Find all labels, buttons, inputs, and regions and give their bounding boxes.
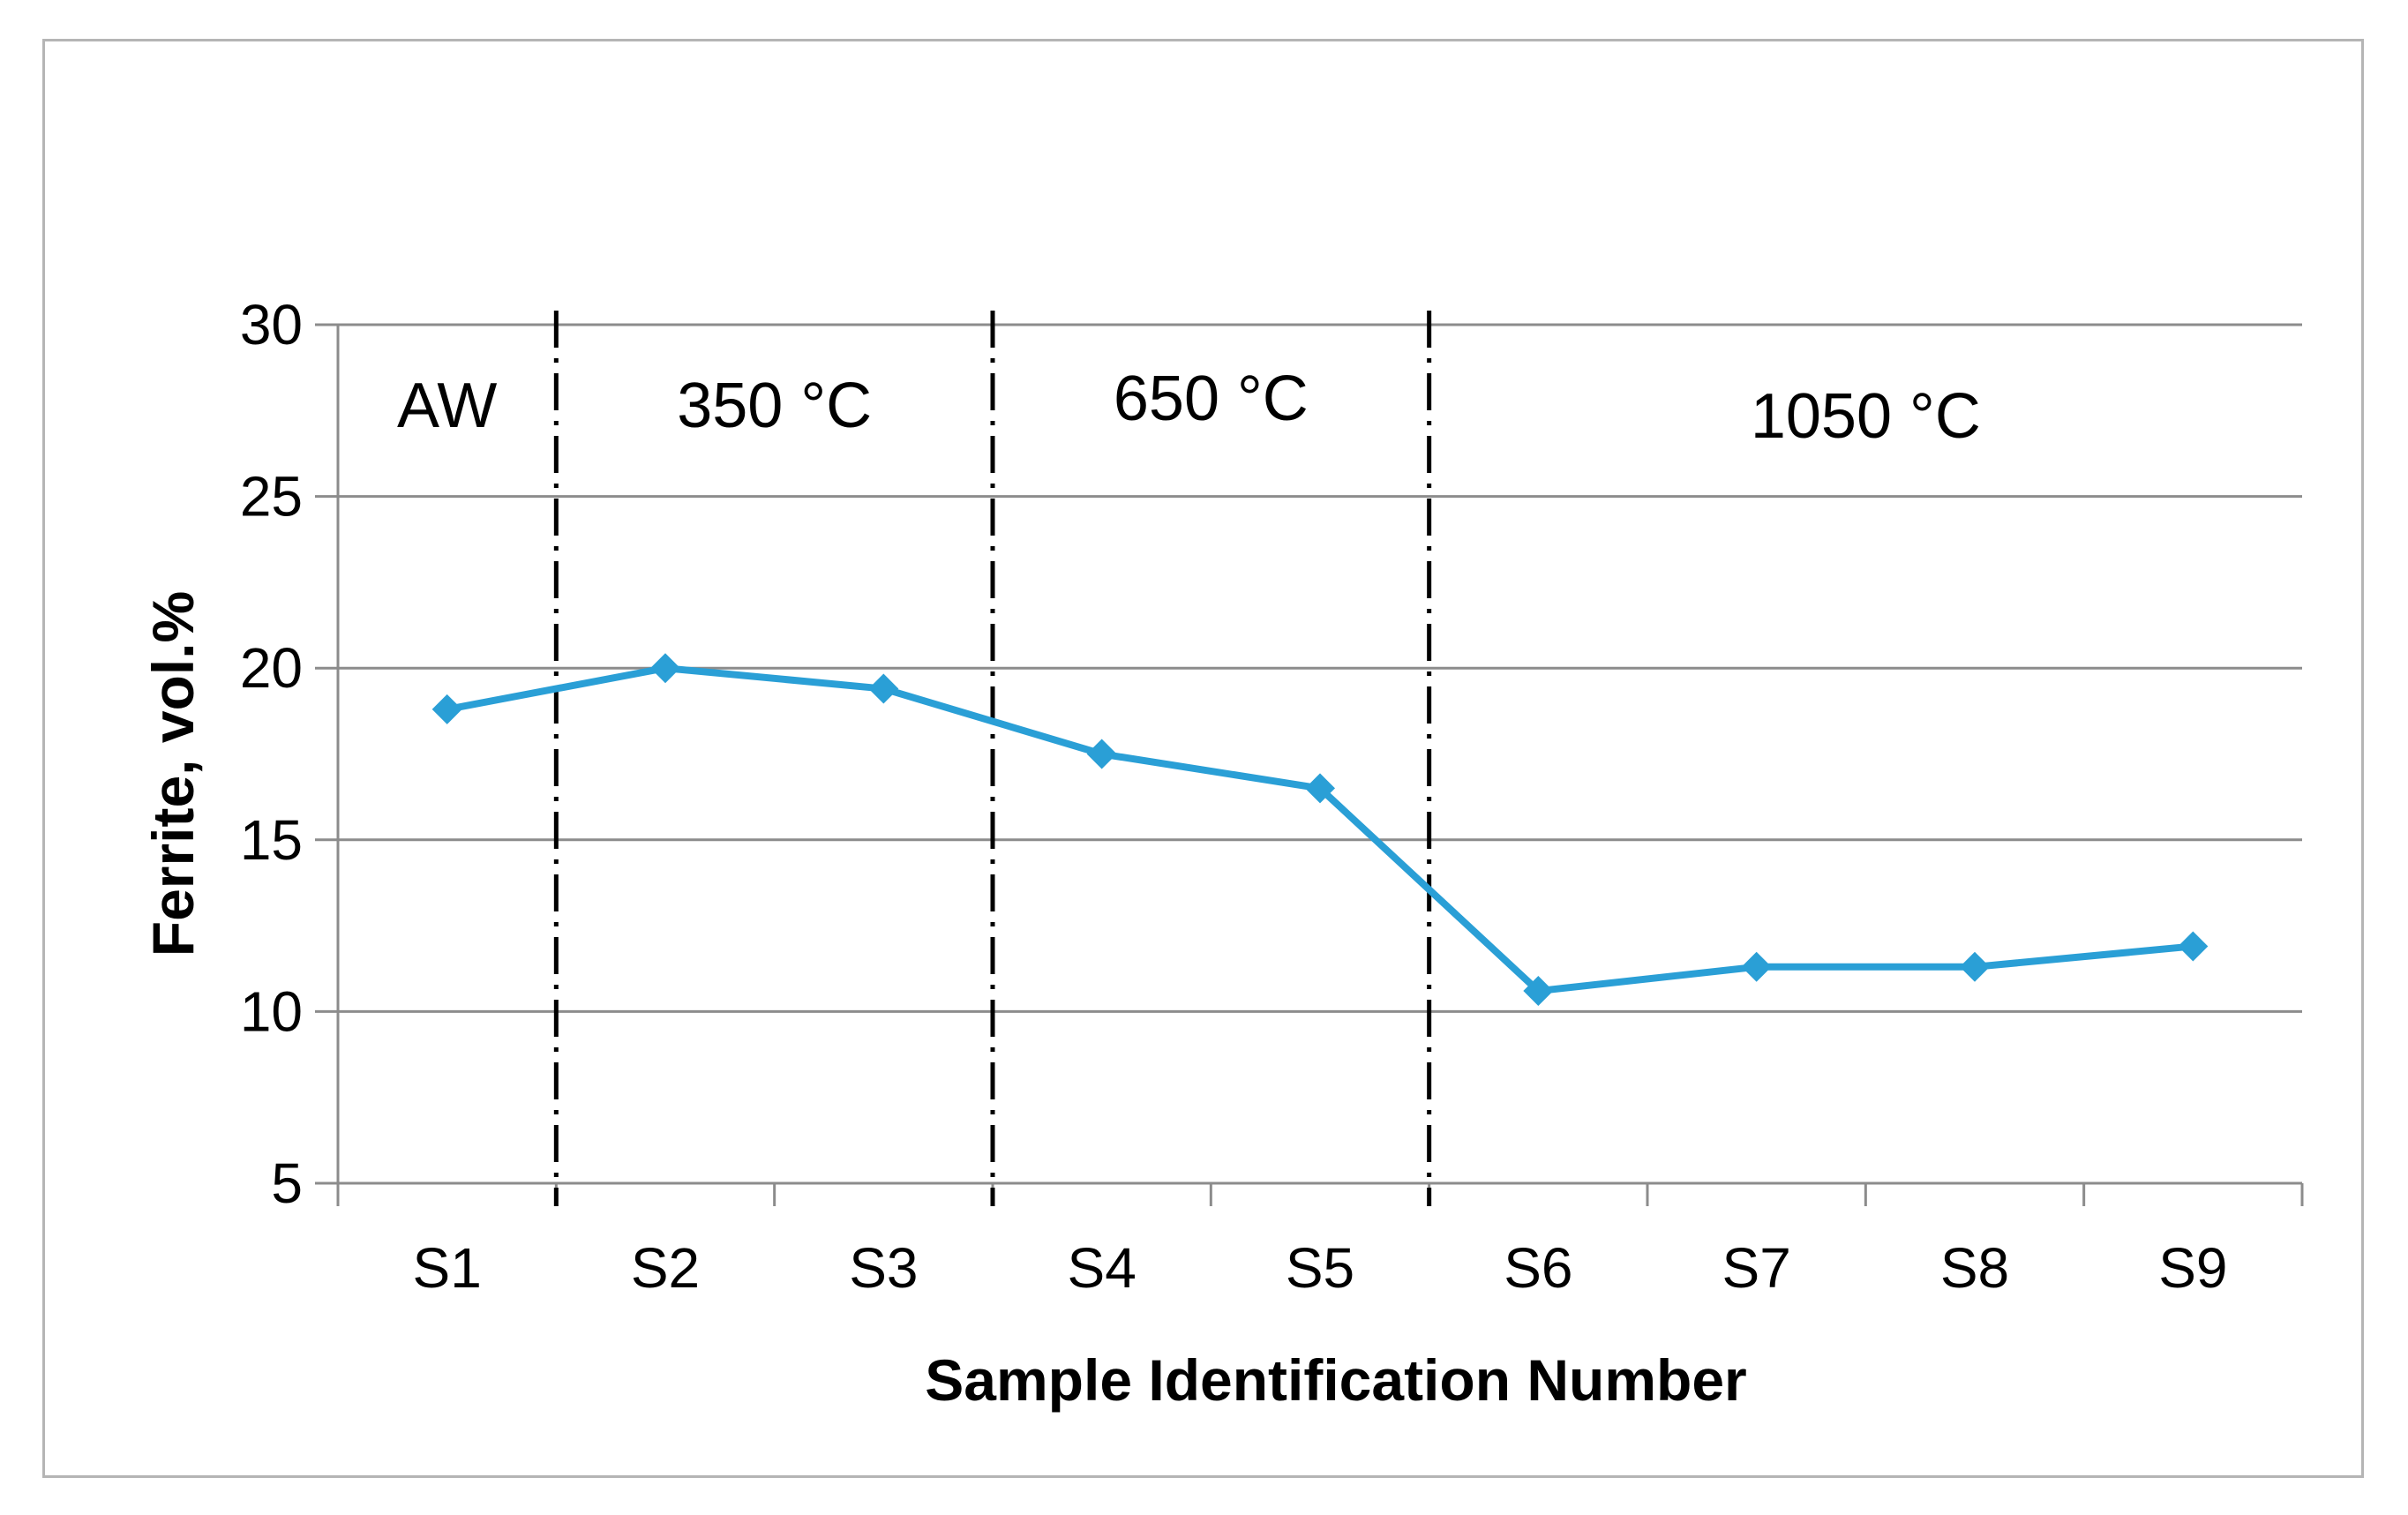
x-axis-title: Sample Identification Number bbox=[925, 1347, 1746, 1413]
x-tick-label: S6 bbox=[1504, 1236, 1572, 1300]
data-point-marker bbox=[1741, 951, 1772, 982]
region-label: 650 °C bbox=[1114, 364, 1309, 434]
y-axis-title: Ferrite, vol.% bbox=[140, 591, 206, 956]
data-point-marker bbox=[650, 653, 680, 684]
y-tick-label: 20 bbox=[240, 636, 303, 700]
x-tick-label: S1 bbox=[413, 1236, 482, 1300]
y-tick-label: 5 bbox=[271, 1151, 303, 1215]
data-point-marker bbox=[1523, 976, 1554, 1007]
y-tick-label: 30 bbox=[240, 293, 303, 356]
x-tick-label: S5 bbox=[1286, 1236, 1354, 1300]
data-point-marker bbox=[1960, 951, 1990, 982]
tick-labels: 5 10 15 20 25 30 S1 S2 S3 S4 S5 S6 S7 S8 S9 bbox=[240, 293, 2228, 1300]
axes bbox=[315, 323, 2304, 1206]
gridlines bbox=[338, 323, 2302, 1013]
data-point-marker bbox=[1305, 773, 1335, 804]
series bbox=[431, 653, 2209, 1007]
x-tick-label: S2 bbox=[631, 1236, 700, 1300]
data-point-marker bbox=[868, 673, 899, 704]
x-tick-label: S3 bbox=[849, 1236, 918, 1300]
data-point-marker bbox=[2178, 931, 2209, 962]
region-dividers bbox=[553, 311, 1432, 1206]
y-tick-label: 15 bbox=[240, 808, 303, 872]
y-tick-label: 25 bbox=[240, 465, 303, 529]
x-tick-label: S4 bbox=[1068, 1236, 1136, 1300]
region-label: AW bbox=[397, 371, 497, 441]
region-label: 1050 °C bbox=[1751, 381, 1981, 452]
data-point-marker bbox=[431, 694, 462, 724]
region-labels: AW 350 °C 650 °C 1050 °C bbox=[397, 364, 1981, 452]
data-point-marker bbox=[1086, 739, 1117, 769]
x-tick-label: S9 bbox=[2158, 1236, 2227, 1300]
series-line bbox=[446, 664, 2194, 995]
x-tick-label: S8 bbox=[1940, 1236, 2009, 1300]
chart-frame: AW 350 °C 650 °C 1050 °C 5 10 15 20 25 30 S1 S2 S3 S… bbox=[42, 39, 2364, 1478]
x-tick-label: S7 bbox=[1722, 1236, 1791, 1300]
region-label: 350 °C bbox=[677, 371, 872, 441]
y-tick-label: 10 bbox=[240, 979, 303, 1043]
